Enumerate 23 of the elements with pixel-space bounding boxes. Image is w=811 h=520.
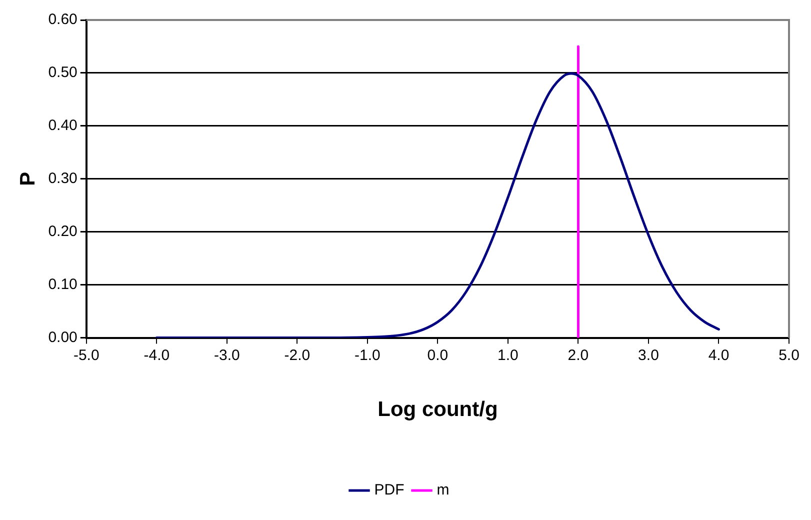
line-series — [155, 72, 720, 338]
y-tick-label: 0.60 — [48, 11, 78, 28]
x-tick-label: 1.0 — [498, 346, 518, 364]
legend-label: m — [436, 482, 450, 499]
y-tick-label: 0.20 — [48, 223, 78, 240]
x-tick-label: -3.0 — [214, 346, 240, 364]
y-tick-label: 0.50 — [48, 64, 78, 82]
x-tick-label: 2.0 — [568, 346, 589, 364]
legend-label: PDF — [374, 482, 404, 499]
x-tick-label: -4.0 — [144, 346, 170, 364]
y-tick-label: 0.00 — [48, 328, 78, 346]
y-tick-label: 0.40 — [48, 117, 78, 134]
x-tick-label: 3.0 — [638, 346, 659, 364]
y-tick-label: 0.10 — [48, 276, 78, 293]
x-tick-label: -2.0 — [284, 346, 310, 364]
x-tick-label: -1.0 — [354, 346, 380, 364]
x-tick-label: 4.0 — [708, 346, 730, 364]
y-tick-label: 0.30 — [48, 170, 78, 188]
x-tick-label: 0.0 — [427, 346, 448, 364]
x-tick-label: -5.0 — [73, 346, 100, 364]
x-axis-title: Log count/g — [378, 398, 498, 422]
x-tick-label: 5.0 — [778, 346, 800, 364]
y-axis-title: P — [16, 172, 40, 186]
